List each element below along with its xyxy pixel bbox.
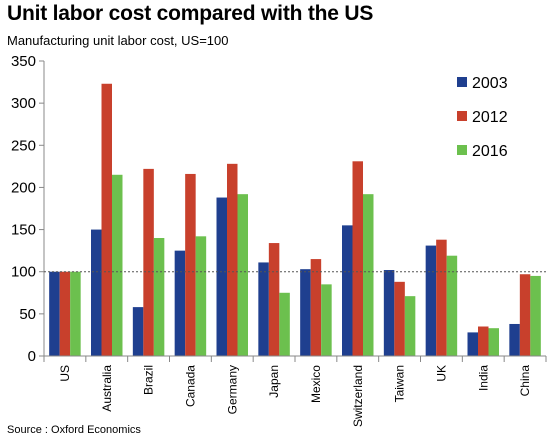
bar-2016-australia <box>112 174 123 356</box>
x-category-label: Australia <box>100 365 114 412</box>
x-category-label: China <box>518 365 532 397</box>
y-tick-label: 250 <box>11 137 36 154</box>
bar-2003-us <box>49 271 60 356</box>
x-category-label: Brazil <box>142 365 156 395</box>
legend-label-2012: 2012 <box>472 109 508 126</box>
chart-title: Unit labor cost compared with the US <box>7 2 374 25</box>
legend-swatch-2012 <box>457 111 467 121</box>
bar-2016-china <box>530 275 541 356</box>
x-category-label: US <box>58 365 72 382</box>
x-category-label: Mexico <box>309 365 323 403</box>
bar-2012-us <box>59 271 71 356</box>
bar-2003-germany <box>216 197 227 356</box>
bar-2003-mexico <box>300 269 311 356</box>
bar-2012-india <box>478 326 489 356</box>
y-tick-label: 0 <box>28 348 36 365</box>
x-category-label: India <box>476 365 490 391</box>
bar-2012-germany <box>227 163 238 356</box>
bar-2003-taiwan <box>383 270 395 356</box>
x-category-label: Japan <box>267 365 281 398</box>
bar-2016-germany <box>237 194 248 356</box>
y-tick-label: 150 <box>11 222 36 239</box>
bar-2003-uk <box>425 245 437 356</box>
bar-2016-mexico <box>321 284 332 356</box>
y-tick-label: 100 <box>11 264 36 281</box>
x-category-label: Canada <box>183 365 197 407</box>
bar-2012-switzerland <box>352 161 363 356</box>
x-category-label: Switzerland <box>351 365 365 427</box>
y-tick-label: 50 <box>19 306 36 323</box>
source-note: Source : Oxford Economics <box>7 424 141 436</box>
bar-2016-uk <box>446 255 458 356</box>
x-category-label: Germany <box>225 365 239 414</box>
legend-swatch-2016 <box>457 145 467 155</box>
plot-area: 0 50 100 150 200 250 300 350 US Australia Brazil Ca… <box>11 53 547 427</box>
y-tick-label: 200 <box>11 179 36 196</box>
bar-2016-india <box>488 328 499 356</box>
y-tick-label: 300 <box>11 95 36 112</box>
bar-2016-us <box>70 271 81 356</box>
chart-subtitle: Manufacturing unit labor cost, US=100 <box>7 33 229 48</box>
bar-2012-mexico <box>310 259 322 356</box>
bar-2003-india <box>467 332 478 356</box>
bar-2012-uk <box>436 239 447 356</box>
bar-2016-switzerland <box>363 194 374 356</box>
x-category-label: Taiwan <box>393 365 407 402</box>
bar-2012-japan <box>268 243 280 356</box>
bar-2003-japan <box>258 262 269 356</box>
y-tick-label: 350 <box>11 53 36 70</box>
legend-swatch-2003 <box>457 77 467 87</box>
bar-2016-brazil <box>153 238 165 356</box>
legend-label-2003: 2003 <box>472 75 508 92</box>
bar-2012-taiwan <box>394 281 405 356</box>
bar-2003-brazil <box>132 307 144 356</box>
bar-2003-china <box>509 323 520 356</box>
bar-2016-taiwan <box>404 296 416 356</box>
bar-2003-switzerland <box>342 225 353 356</box>
bar-2012-brazil <box>143 168 154 356</box>
bar-2012-australia <box>101 83 112 356</box>
bar-2012-canada <box>185 173 196 356</box>
bar-2003-australia <box>91 229 102 356</box>
x-category-label: UK <box>434 365 448 382</box>
bar-2016-canada <box>195 236 207 356</box>
bar-2012-china <box>519 274 531 356</box>
legend-label-2016: 2016 <box>472 143 508 160</box>
bar-2016-japan <box>279 292 290 356</box>
bar-2003-canada <box>174 250 186 356</box>
